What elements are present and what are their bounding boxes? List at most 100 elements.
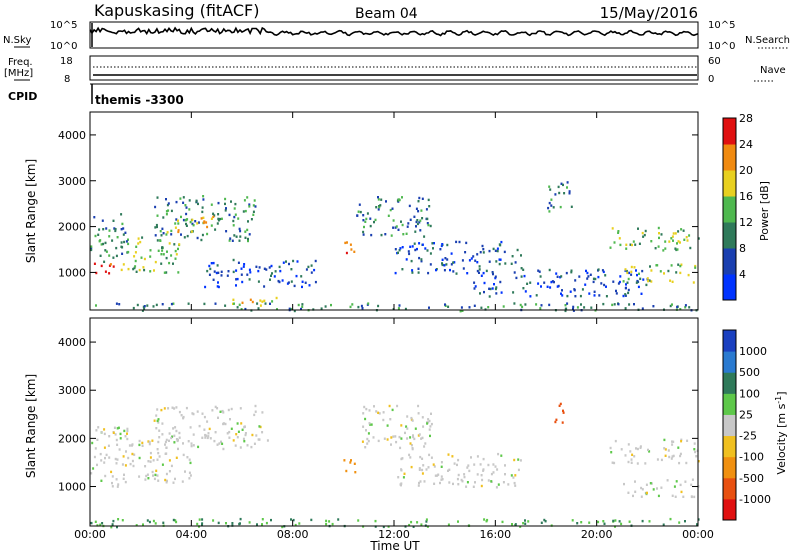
velocity-echo-cell — [406, 427, 409, 430]
velocity-echo-cell — [382, 418, 385, 422]
nsearch-tick-top: 10^5 — [708, 20, 735, 31]
power-echo-cell — [109, 263, 112, 266]
velocity-echo-cell — [612, 519, 615, 523]
velocity-echo-cell — [171, 406, 174, 409]
power-echo-cell — [494, 275, 497, 278]
velocity-echo-cell — [133, 453, 136, 456]
velocity-echo-cell — [514, 523, 517, 526]
power-echo-cell — [416, 219, 419, 222]
power-echo-cell — [592, 277, 595, 280]
nsky-tick-top: 10^5 — [50, 20, 77, 31]
power-echo-cell — [504, 262, 507, 265]
power-echo-cell — [161, 227, 164, 230]
velocity-echo-cell — [357, 519, 360, 522]
velocity-echo-cell — [151, 439, 154, 442]
power-echo-cell — [210, 217, 213, 220]
velocity-echo-cell — [372, 436, 375, 439]
velocity-echo-cell — [101, 522, 104, 525]
velocity-echo-cell — [259, 425, 262, 429]
velocity-echo-cell — [111, 523, 114, 526]
velocity-echo-cell — [148, 520, 151, 524]
velocity-echo-cell — [412, 434, 414, 437]
velocity-echo-cell — [495, 486, 498, 489]
power-echo-cell — [523, 274, 526, 278]
velocity-echo-cell — [421, 472, 424, 475]
velocity-echo-cell — [412, 435, 415, 439]
power-echo-cell — [400, 220, 402, 223]
power-echo-cell — [307, 265, 310, 269]
velocity-echo-cell — [649, 482, 652, 485]
velocity-echo-cell — [261, 431, 264, 434]
date-title: 15/May/2016 — [600, 4, 698, 22]
power-echo-cell — [496, 249, 499, 253]
power-echo-cell — [576, 306, 579, 309]
power-echo-cell — [252, 213, 255, 216]
power-echo-cell — [572, 307, 574, 311]
velocity-echo-cell — [172, 481, 175, 484]
velocity-echo-cell — [138, 456, 141, 460]
velocity-echo-cell — [241, 428, 244, 431]
power-echo-cell — [258, 266, 261, 269]
velocity-echo-cell — [614, 525, 616, 528]
velocity-echo-cell — [222, 422, 225, 426]
power-echo-cell — [263, 267, 266, 270]
velocity-colorbar-label: Velocity [m s-1] — [774, 391, 789, 474]
power-echo-cell — [407, 222, 410, 225]
power-echo-cell — [491, 271, 494, 274]
power-echo-cell — [170, 209, 173, 213]
velocity-echo-cell — [697, 460, 700, 463]
power-echo-cell — [488, 287, 491, 290]
power-echo-cell — [428, 205, 431, 208]
station-title: Kapuskasing (fitACF) — [94, 1, 259, 20]
power-echo-cell — [644, 229, 647, 233]
power-echo-cell — [512, 291, 515, 294]
velocity-echo-cell — [116, 427, 119, 430]
power-echo-cell — [250, 218, 253, 221]
power-echo-cell — [108, 264, 111, 267]
velocity-echo-cell — [158, 436, 161, 439]
velocity-echo-cell — [236, 422, 239, 425]
power-echo-cell — [488, 249, 491, 253]
velocity-echo-cell — [366, 437, 369, 441]
power-echo-cell — [304, 281, 307, 284]
power-echo-cell — [424, 247, 427, 250]
velocity-echo-cell — [634, 480, 636, 483]
velocity-echo-cell — [236, 436, 239, 439]
power-echo-cell — [618, 280, 621, 284]
power-echo-cell — [680, 263, 683, 266]
power-echo-cell — [197, 202, 199, 206]
velocity-echo-cell — [103, 428, 106, 431]
power-echo-cell — [154, 234, 157, 237]
velocity-echo-cell — [440, 461, 443, 464]
power-echo-cell — [427, 198, 430, 202]
power-echo-cell — [168, 242, 171, 245]
velocity-echo-cell — [172, 518, 175, 522]
power-echo-cell — [667, 269, 670, 273]
power-echo-cell — [592, 280, 595, 284]
power-echo-cell — [208, 264, 211, 268]
velocity-echo-cell — [614, 519, 617, 522]
velocity-echo-cell — [480, 484, 483, 488]
power-echo-cell — [452, 270, 455, 273]
power-echo-cell — [404, 307, 407, 311]
velocity-echo-cell — [627, 460, 630, 464]
velocity-echo-cell — [597, 520, 600, 524]
velocity-echo-cell — [562, 411, 565, 414]
power-echo-cell — [175, 200, 178, 204]
velocity-echo-cell — [636, 462, 639, 465]
power-echo-cell — [622, 280, 625, 283]
velocity-echo-cell — [627, 491, 630, 494]
power-echo-cell — [672, 239, 674, 242]
power-echo-cell — [384, 233, 387, 236]
velocity-echo-cell — [132, 464, 135, 468]
power-echo-cell — [502, 305, 505, 308]
power-echo-cell — [165, 210, 168, 213]
power-echo-cell — [310, 264, 313, 267]
power-echo-cell — [677, 230, 680, 233]
power-echo-cell — [174, 222, 177, 225]
velocity-echo-cell — [361, 440, 364, 443]
power-echo-cell — [295, 274, 298, 278]
velocity-echo-cell — [424, 442, 427, 445]
power-echo-cell — [152, 305, 155, 308]
power-echo-cell — [137, 242, 140, 245]
